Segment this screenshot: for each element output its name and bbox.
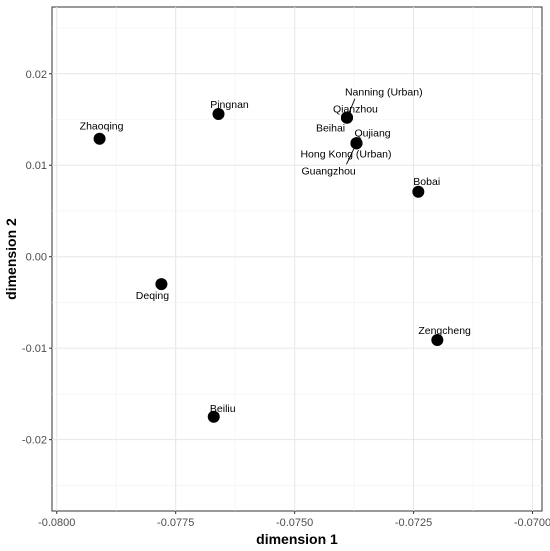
y-tick-label: 0.02 [26,69,47,81]
data-points [93,108,444,423]
major-gridlines [52,7,542,511]
data-point [212,108,225,121]
y-axis-title: dimension 2 [3,218,19,300]
data-point [350,137,363,150]
point-label: Guangzhou [301,165,355,177]
x-tick-label: -0.0725 [395,517,432,529]
x-tick-label: -0.0750 [276,517,313,529]
y-axis: -0.02 -0.01 0.00 0.01 0.02 [22,69,52,447]
point-label: Deqing [136,290,169,302]
y-tick-label: 0.00 [26,252,47,264]
point-label: Zhaoqing [80,121,124,133]
point-label: Beihai [316,123,345,135]
point-label: Qujiang [354,127,390,139]
point-label: Beiliu [210,403,236,415]
point-label: Qianzhou [333,104,378,116]
point-label: Hong Kong (Urban) [300,148,391,160]
plot-panel [51,6,543,512]
x-tick-label: -0.0775 [157,517,194,529]
data-point [155,278,168,291]
data-point [93,132,106,145]
x-tick-label: -0.0800 [38,517,75,529]
data-point [207,410,220,423]
data-point [340,111,353,124]
point-label: Zengcheng [418,325,471,337]
x-axis-title: dimension 1 [256,531,338,547]
y-tick-label: -0.01 [22,343,47,355]
data-point [412,185,425,198]
minor-gridlines [52,7,542,511]
y-tick-label: 0.01 [26,160,47,172]
x-axis: -0.0800 -0.0775 -0.0750 -0.0725 -0.0700 [38,511,550,529]
point-label: Pingnan [210,99,249,111]
point-labels: Zhaoqing Pingnan Deqing Beiliu Nanning (Urba… [80,87,471,415]
data-point [431,333,444,346]
y-tick-label: -0.02 [22,435,47,447]
point-label: Nanning (Urban) [345,87,423,99]
x-tick-label: -0.0700 [514,517,550,529]
point-label: Bobai [413,176,440,188]
